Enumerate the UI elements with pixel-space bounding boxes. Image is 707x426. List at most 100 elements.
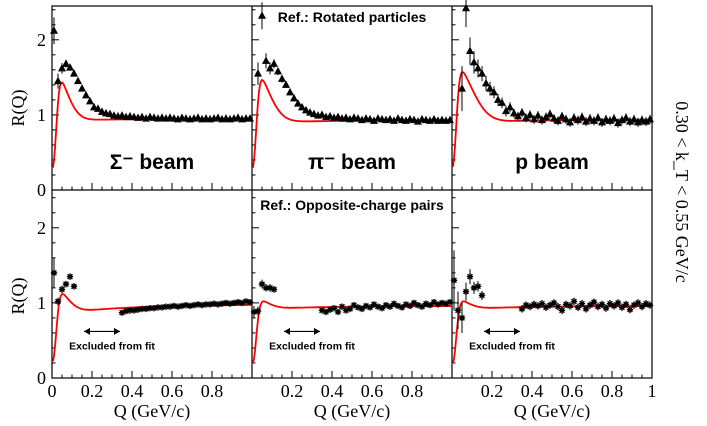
data-point: [582, 117, 590, 125]
data-point: [474, 283, 482, 290]
data-point: [522, 113, 530, 121]
data-point: [406, 302, 414, 310]
data-point: [270, 59, 278, 67]
data-point: [262, 284, 270, 292]
data-point: [462, 288, 470, 295]
arrow-head-right: [114, 327, 120, 335]
panel-bottom-2: 0.2 0.4 0.6 0.8 1 Q (GeV/c) Excluded from fit: [450, 197, 657, 422]
data-point: [58, 63, 66, 72]
data-point: [510, 108, 518, 117]
data-point: [474, 63, 482, 72]
data-point: [82, 90, 90, 99]
x-tick-label: 0.8: [201, 381, 224, 401]
x-tick-label: 0.6: [561, 381, 584, 401]
data-point: [178, 302, 186, 310]
data-point: [138, 305, 146, 313]
data-point: [218, 300, 226, 307]
x-tick-label: 0.2: [81, 381, 104, 401]
data-point: [370, 301, 378, 308]
data-point: [206, 301, 214, 308]
data-point: [442, 300, 450, 307]
data-point: [354, 304, 362, 311]
data-point: [626, 117, 634, 125]
data-point: [550, 299, 558, 307]
data-point: [346, 305, 354, 313]
data-point: [294, 99, 302, 107]
x-axis-title: Q (GeV/c): [514, 401, 590, 422]
data-point: [610, 302, 618, 310]
data-point: [598, 301, 606, 308]
data-point: [258, 280, 266, 288]
data-point: [78, 84, 86, 92]
data-point: [550, 114, 558, 122]
y-tick-label: 0: [37, 180, 46, 200]
data-point: [594, 113, 602, 121]
data-point: [558, 111, 566, 120]
kt-range-label: 0.30 < k_T < 0.55 GeV/c: [672, 101, 692, 282]
data-point: [618, 115, 626, 124]
x-tick-label: 0.6: [361, 381, 384, 401]
data-point: [70, 69, 78, 77]
data-point: [122, 307, 130, 315]
data-point: [606, 300, 614, 307]
data-point: [350, 301, 358, 309]
data-point: [570, 113, 578, 121]
data-point: [326, 306, 334, 313]
data-point: [446, 115, 454, 124]
data-point: [334, 308, 342, 316]
x-tick-label: 1: [648, 381, 657, 401]
data-point: [126, 307, 134, 314]
data-point: [246, 298, 254, 306]
data-point: [94, 104, 102, 112]
data-point: [630, 114, 638, 123]
x-tick-label: 0.4: [121, 381, 144, 401]
x-tick-label: 0.2: [481, 381, 504, 401]
data-point: [498, 98, 506, 106]
data-point: [594, 303, 602, 310]
data-point: [302, 105, 310, 114]
excluded-from-fit-label: Excluded from fit: [69, 340, 155, 352]
data-point: [458, 314, 466, 322]
x-tick-label: 0.2: [281, 381, 304, 401]
data-point: [390, 116, 398, 124]
data-point: [370, 116, 378, 124]
data-point: [118, 309, 126, 316]
data-point: [578, 300, 586, 307]
data-point: [162, 303, 170, 310]
x-tick-label: 0.8: [601, 381, 624, 401]
data-point: [278, 74, 286, 82]
data-point: [634, 117, 642, 126]
data-point: [546, 301, 554, 309]
data-point: [486, 84, 494, 92]
data-point: [418, 303, 426, 310]
arrow-head-left: [484, 327, 490, 335]
data-point: [318, 307, 326, 314]
data-point: [634, 299, 642, 307]
data-point: [562, 301, 570, 308]
data-point: [502, 106, 510, 115]
data-point: [166, 303, 174, 310]
reference-label: Ref.: Rotated particles: [278, 9, 427, 25]
data-point: [330, 304, 338, 312]
data-point: [202, 301, 210, 308]
data-point: [574, 304, 582, 311]
data-point: [538, 300, 546, 307]
data-point: [62, 59, 70, 67]
data-point: [222, 299, 230, 307]
data-point: [590, 116, 598, 124]
data-point: [574, 115, 582, 124]
data-point: [286, 87, 294, 96]
data-point: [386, 303, 394, 310]
data-point: [366, 304, 374, 311]
data-point: [246, 114, 254, 122]
data-point: [194, 301, 202, 308]
x-tick-label: 0.8: [401, 381, 424, 401]
data-point: [646, 114, 654, 123]
data-point: [642, 117, 650, 125]
data-point: [318, 110, 326, 118]
data-point: [214, 301, 222, 308]
panel-top-1: π⁻ beam Ref.: Rotated particles: [252, 2, 454, 190]
data-point: [170, 302, 178, 310]
data-point: [142, 305, 150, 313]
